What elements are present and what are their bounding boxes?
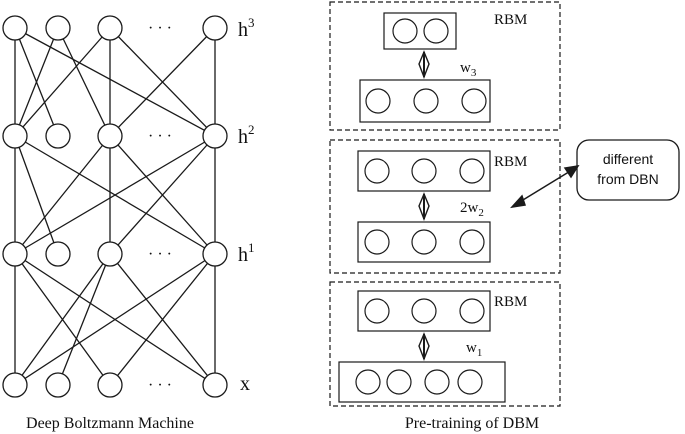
layer-label-h1: h1 (238, 240, 255, 266)
ellipsis-x: · · · (148, 377, 172, 394)
unit-node (459, 229, 485, 255)
edges-h2-h1 (14, 135, 216, 255)
unit-node (202, 241, 228, 267)
unit-node (386, 369, 412, 395)
unit-node (45, 15, 71, 41)
layer-label-h3: h3 (238, 15, 255, 41)
dbm-network (2, 15, 228, 398)
weight-label-middle: 2w2 (460, 200, 484, 219)
unit-node (97, 241, 123, 267)
unit-node (97, 372, 123, 398)
unit-node (45, 123, 71, 149)
visible-box (357, 221, 491, 263)
visible-box (338, 361, 506, 403)
callout-box (576, 139, 680, 201)
unit-node (2, 372, 28, 398)
hidden-box (383, 12, 457, 50)
unit-node (2, 123, 28, 149)
stage-rbm-top (329, 1, 561, 131)
unit-node (202, 15, 228, 41)
dashed-frame (329, 1, 561, 131)
rbm-label-middle: RBM (494, 154, 527, 170)
unit-node (45, 241, 71, 267)
ellipsis-h3: · · · (148, 20, 172, 37)
unit-node (2, 15, 28, 41)
unit-node (45, 372, 71, 398)
unit-node (355, 369, 381, 395)
stage-rbm-middle (329, 139, 561, 274)
unit-node (364, 298, 390, 324)
unit-node (364, 158, 390, 184)
stage-rbm-bottom (329, 281, 561, 407)
rbm-label-bottom: RBM (494, 294, 527, 310)
callout-note: different from DBN (576, 139, 680, 201)
callout-arrow-icon (510, 165, 580, 209)
caption-dbm: Deep Boltzmann Machine (26, 415, 194, 432)
layer-h3-nodes (2, 15, 228, 41)
unit-node (411, 158, 437, 184)
layer-h2-nodes (2, 123, 228, 149)
callout-line-1: different (603, 151, 653, 167)
weight-label-top: w3 (460, 60, 477, 79)
unit-node (459, 158, 485, 184)
unit-node (461, 88, 487, 114)
unit-node (459, 298, 485, 324)
unit-node (424, 369, 450, 395)
weight-label-bottom: w1 (466, 340, 482, 359)
edges-h1-x (14, 253, 216, 386)
unit-node (392, 18, 418, 44)
pretraining-panel (329, 1, 561, 407)
unit-node (202, 123, 228, 149)
unit-node (413, 88, 439, 114)
stage-labels: RBM w3 RBM 2w2 RBM w1 (460, 12, 527, 359)
hidden-box (357, 290, 491, 332)
rbm-label-top: RBM (494, 12, 527, 28)
ellipsis-h1: · · · (148, 246, 172, 263)
unit-node (411, 298, 437, 324)
unit-node (2, 241, 28, 267)
unit-node (423, 18, 449, 44)
unit-node (365, 88, 391, 114)
ellipses: · · · · · · · · · · · · (148, 20, 172, 394)
ellipsis-h2: · · · (148, 128, 172, 145)
unit-node (364, 229, 390, 255)
layer-label-x: x (240, 373, 250, 395)
visible-box (359, 79, 491, 123)
unit-node (457, 369, 483, 395)
unit-node (97, 15, 123, 41)
unit-node (411, 229, 437, 255)
edges-h3-h2 (14, 27, 216, 137)
bidirectional-arrow-icon (418, 332, 430, 361)
bidirectional-arrow-icon (418, 50, 430, 79)
callout-line-2: from DBN (597, 171, 658, 187)
layer-x-nodes (2, 372, 228, 398)
dashed-frame (329, 139, 561, 274)
layer-labels: h3 h2 h1 x (238, 15, 255, 395)
layer-h1-nodes (2, 241, 228, 267)
dashed-frame (329, 281, 561, 407)
bidirectional-arrow-icon (418, 192, 430, 221)
unit-node (97, 123, 123, 149)
layer-label-h2: h2 (238, 122, 255, 148)
hidden-box (357, 150, 491, 192)
caption-pretraining: Pre-training of DBM (405, 415, 539, 432)
unit-node (202, 372, 228, 398)
